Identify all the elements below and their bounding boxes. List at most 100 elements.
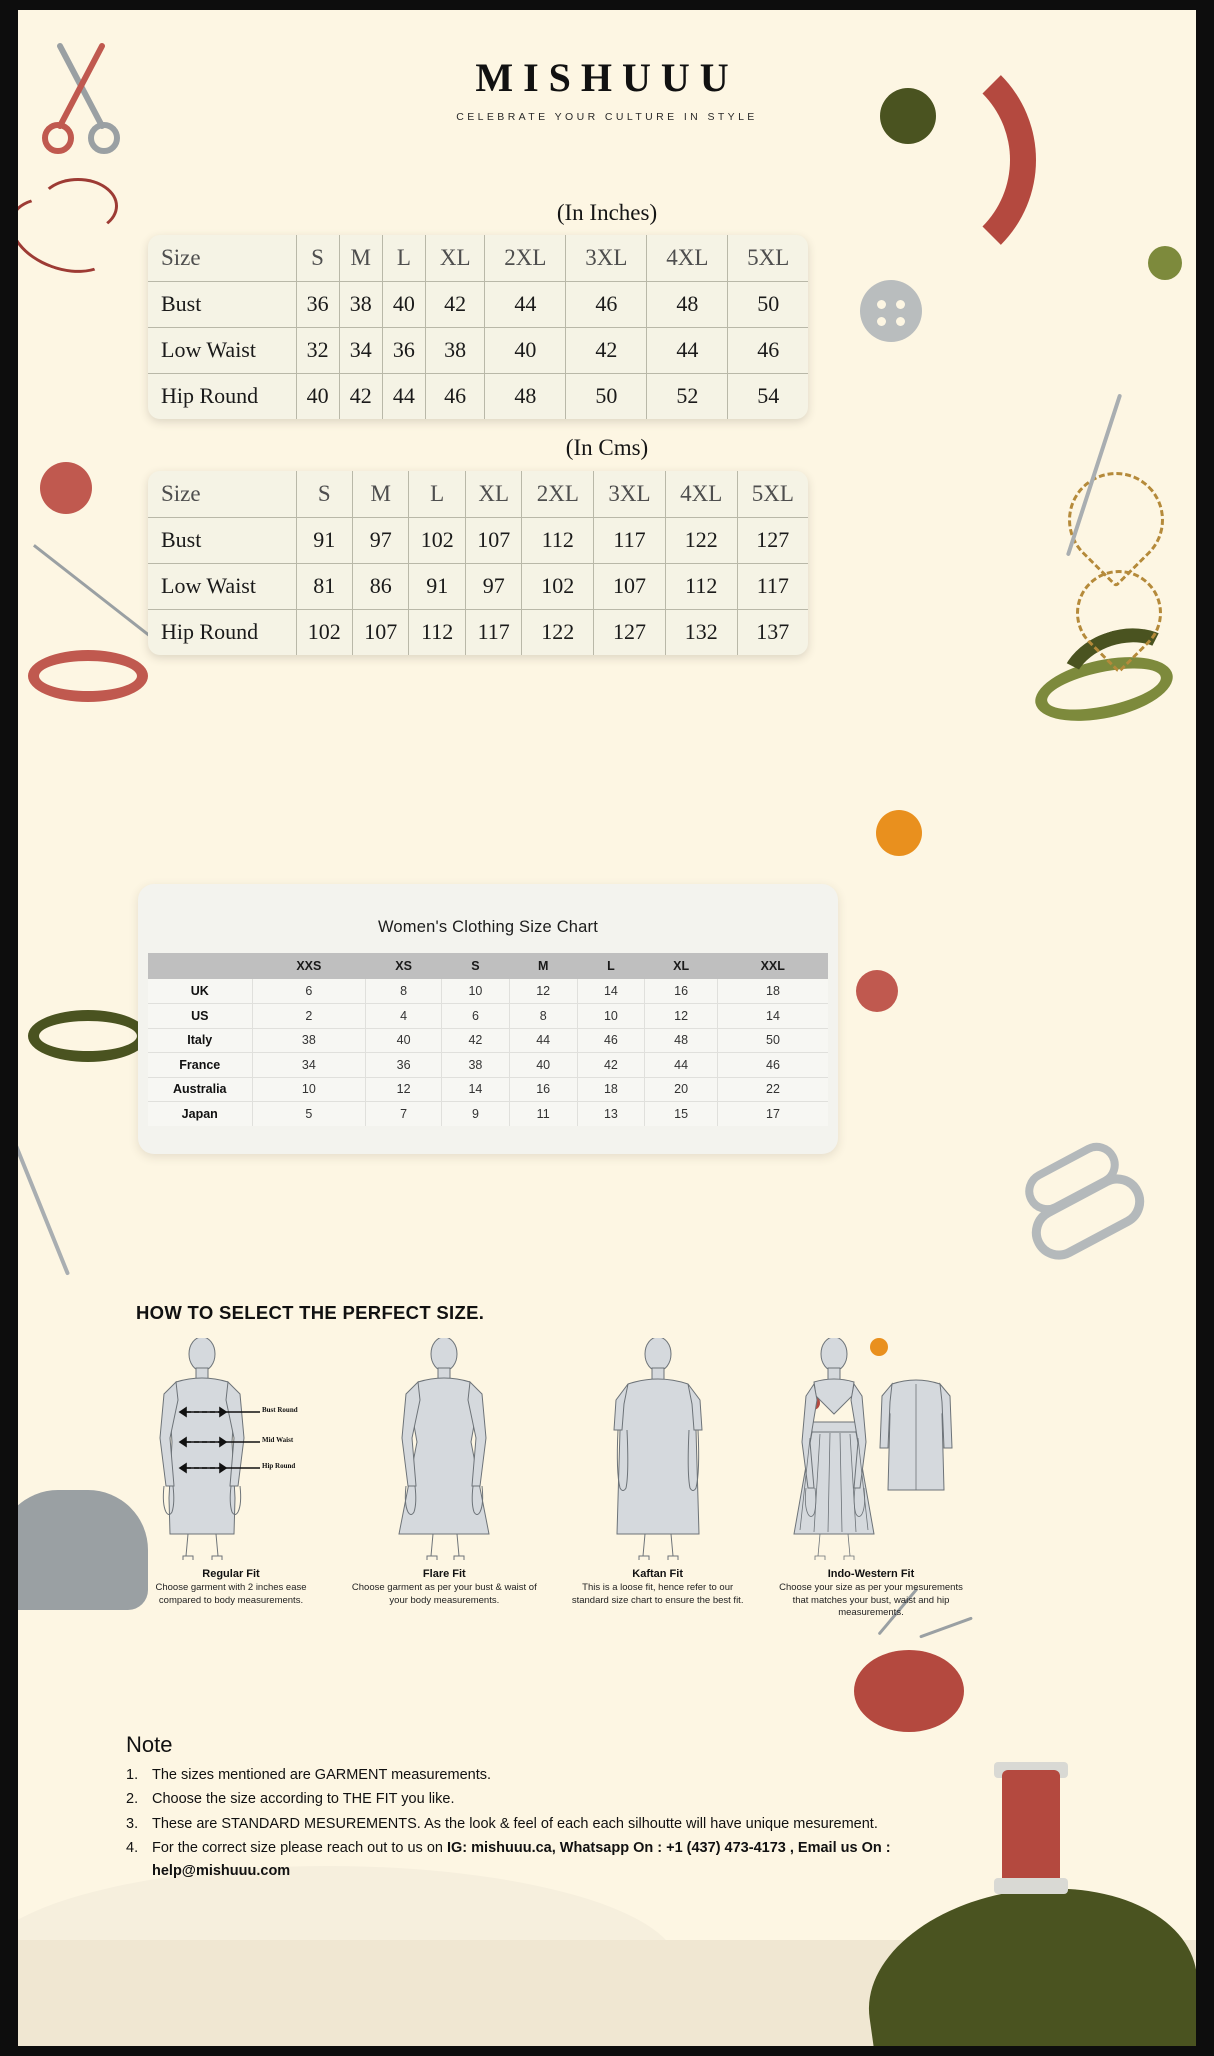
table-cell: 5 <box>252 1101 367 1126</box>
table-cell: 36 <box>296 281 340 328</box>
table-cell: 40 <box>382 281 426 328</box>
decor-red-curve-1 <box>18 183 127 287</box>
table-cell: 38 <box>441 1052 510 1078</box>
column-header: 5XL <box>727 235 808 282</box>
row-header: Low Waist <box>148 563 297 610</box>
inches-table: Size S M L XL 2XL 3XL 4XL 5XL Bust 36 38 40 42 44 46 48 5… <box>148 235 808 419</box>
cms-table-card: Size S M L XL 2XL 3XL 4XL 5XL Bust 91 97 102 107 112 11… <box>148 471 808 655</box>
table-cell: 48 <box>484 373 567 419</box>
table-row: Australia 10 12 14 16 18 20 22 <box>148 1077 828 1102</box>
column-header: 5XL <box>737 471 808 518</box>
table-cell: 97 <box>352 517 410 564</box>
fit-description: This is a loose fit, hence refer to our … <box>571 1582 744 1606</box>
table-cell: 122 <box>665 517 738 564</box>
table-cell: 9 <box>441 1101 510 1126</box>
table-cell: 91 <box>296 517 353 564</box>
fit-description: Choose your size as per your mesurements… <box>779 1582 963 1619</box>
table-cell: 11 <box>509 1101 578 1126</box>
inches-table-title: (In Inches) <box>556 200 658 225</box>
country-label: US <box>148 1003 253 1029</box>
note-list: 1. The sizes mentioned are GARMENT measur… <box>126 1764 1026 1884</box>
table-cell: 107 <box>465 517 523 564</box>
table-cell: 122 <box>521 609 595 655</box>
table-cell: 13 <box>577 1101 646 1126</box>
table-row: Hip Round 102 107 112 117 122 127 132 137 <box>148 609 808 655</box>
size-chart-page: MISHUUU CELEBRATE YOUR CULTURE IN STYLE … <box>18 10 1196 2046</box>
table-cell: 18 <box>577 1077 646 1102</box>
decor-beige-arc <box>18 1866 678 2046</box>
note-item: 3. These are STANDARD MESUREMENTS. As the… <box>126 1813 1026 1835</box>
note-text: These are STANDARD MESUREMENTS. As the l… <box>152 1815 878 1832</box>
table-cell: 6 <box>441 1003 510 1029</box>
table-cell: 16 <box>644 979 718 1004</box>
column-header: 3XL <box>593 471 666 518</box>
table-cell: 36 <box>365 1052 443 1078</box>
note-text: For the correct size please reach out to… <box>152 1840 891 1879</box>
fit-description: Choose garment with 2 inches ease compar… <box>155 1582 307 1606</box>
decor-dashed-heart <box>1048 452 1184 588</box>
table-cell: 137 <box>756 619 790 645</box>
table-cell: 4 <box>365 1003 443 1029</box>
table-row: Hip Round 40 42 44 46 48 50 52 54 <box>148 373 808 419</box>
table-cell: 112 <box>665 563 738 610</box>
decor-hoop-right <box>1029 646 1179 732</box>
label-bust-round: Bust Round <box>262 1406 298 1414</box>
country-label: UK <box>148 979 253 1004</box>
table-cell: 2 <box>252 1003 367 1029</box>
decor-olive-dot-2 <box>1148 246 1182 280</box>
womens-size-chart-card: Women's Clothing Size Chart XXS XS S M L XL XX… <box>138 884 838 1154</box>
note-item: 2. Choose the size according to THE FIT y… <box>126 1788 1026 1810</box>
column-header: M <box>339 235 383 282</box>
decor-green-blob <box>854 1868 1196 2046</box>
table-cell: 107 <box>593 563 666 610</box>
table-cell: 40 <box>509 1052 578 1078</box>
table-cell: 15 <box>644 1101 718 1126</box>
fit-name: Indo-Western Fit <box>827 1568 915 1580</box>
table-row: Japan 5 7 9 11 13 15 17 <box>148 1101 828 1126</box>
table-cell: 10 <box>577 1003 646 1029</box>
column-header: XL <box>644 953 718 979</box>
note-item: 1. The sizes mentioned are GARMENT measur… <box>126 1764 1026 1786</box>
table-cell: 91 <box>408 563 466 610</box>
table-cell: 18 <box>717 979 828 1004</box>
table-cell: 102 <box>408 517 466 564</box>
table-cell: 20 <box>644 1077 718 1102</box>
womens-size-chart-title: Women's Clothing Size Chart <box>377 918 599 936</box>
needle-icon-2 <box>18 1144 71 1276</box>
table-header-row: Size S M L XL 2XL 3XL 4XL 5XL <box>148 471 808 518</box>
brand-header: MISHUUU CELEBRATE YOUR CULTURE IN STYLE <box>18 55 1196 124</box>
table-cell: 6 <box>252 979 367 1004</box>
row-header: Hip Round <box>148 373 297 419</box>
column-header: XXS <box>252 953 366 979</box>
fit-figure-kaftan: Kaftan Fit This is a loose fit, hence re… <box>563 1336 753 1620</box>
column-header: S <box>296 471 353 518</box>
table-cell: 14 <box>441 1077 510 1102</box>
regular-fit-illustration: Bust Round Mid Waist Hip Round <box>136 1336 326 1565</box>
table-row: France 34 36 38 40 42 44 46 <box>148 1052 828 1078</box>
table-cell: 44 <box>484 281 567 328</box>
table-cell: 44 <box>509 1028 578 1053</box>
table-cell: 46 <box>577 1028 646 1053</box>
country-label: Australia <box>148 1077 253 1102</box>
column-header: M <box>352 471 410 518</box>
fit-name: Regular Fit <box>202 1568 260 1580</box>
note-heading: Note <box>126 1732 173 1757</box>
brand-name: MISHUUU <box>475 55 739 100</box>
table-row: Low Waist 81 86 91 97 102 107 112 117 <box>148 563 808 610</box>
decor-dashed-heart-2 <box>1058 552 1180 674</box>
decor-orange-dot <box>876 810 922 856</box>
column-header: XS <box>365 953 442 979</box>
note-text: The sizes mentioned are GARMENT measurem… <box>152 1767 492 1783</box>
decor-red-dot <box>40 462 92 514</box>
table-cell: 48 <box>646 281 729 328</box>
table-cell: 86 <box>352 563 410 610</box>
note-number: 1. <box>126 1767 139 1783</box>
how-to-select-heading: HOW TO SELECT THE PERFECT SIZE. <box>136 1302 485 1323</box>
column-header: S <box>296 235 340 282</box>
indo-western-fit-illustration <box>776 1336 966 1565</box>
kaftan-fit-illustration <box>563 1336 753 1565</box>
column-header: 2XL <box>521 471 595 518</box>
table-cell: 42 <box>577 1052 646 1078</box>
label-hip-round: Hip Round <box>262 1462 296 1470</box>
table-cell: 117 <box>593 517 666 564</box>
